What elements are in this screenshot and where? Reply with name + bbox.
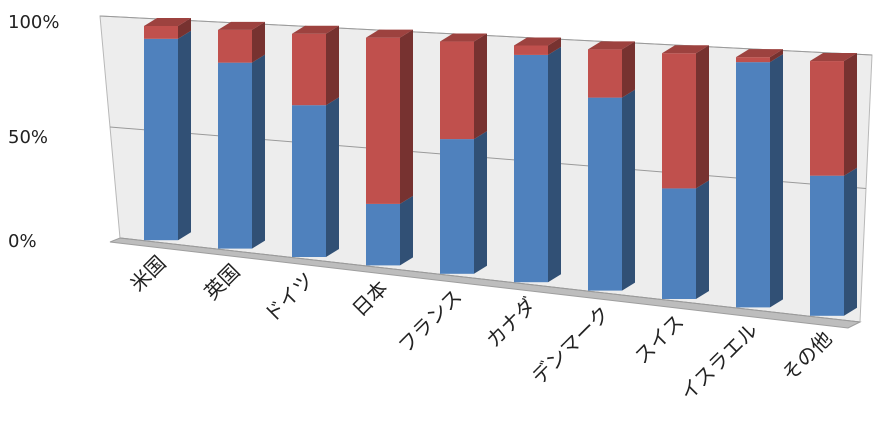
bar-front [218,29,252,63]
chart-bars [144,17,857,316]
y-axis-ticks: 0% 50% 100% [8,12,59,252]
bar-side [400,195,413,266]
x-category-label: スイス [630,310,689,369]
bar-side [696,45,709,189]
bar-front [662,188,696,299]
bar-front [440,139,474,274]
bar-side [844,53,857,176]
bar-segment [366,195,413,266]
bar-segment [736,49,783,63]
bar-front [588,49,622,98]
bar-top [736,49,783,58]
bar-front [514,45,548,55]
x-category-label: 英国 [199,259,244,304]
bar-front [810,175,844,316]
x-category-label: 米国 [125,251,170,296]
bar-side [622,89,635,291]
bar-side [326,25,339,106]
bar-top [662,45,709,54]
bar-segment [810,167,857,316]
bar-side [252,54,265,249]
bar-front [366,203,400,266]
bar-segment [144,17,191,39]
bar-front [144,25,178,39]
bar-segment [440,131,487,274]
bar-front [736,57,770,63]
bar-top [292,25,339,34]
bar-front [292,105,326,257]
bar-side [548,46,561,283]
y-tick-label: 100% [8,12,59,33]
bar-segment [292,97,339,257]
x-category-label: フランス [393,284,466,357]
bar-segment [440,33,487,140]
bar-side [770,49,783,63]
bar-side [622,41,635,98]
bar-front [440,41,474,140]
x-category-label: 日本 [347,276,392,321]
x-category-label: その他 [777,326,836,385]
bar-segment [810,53,857,176]
x-category-label: イスラエル [675,318,762,405]
y-tick-label: 50% [8,127,48,148]
bar-top [514,37,561,46]
bar-top [440,33,487,42]
bar-segment [736,54,783,308]
bar-segment [292,25,339,106]
bar-top [810,53,857,62]
bar-segment [662,180,709,299]
bar-side [326,97,339,257]
bar-front [292,33,326,106]
bar-side [844,167,857,316]
bar-segment [144,30,191,241]
x-category-label: ドイツ [259,268,318,327]
bar-front [736,62,770,308]
bar-side [770,54,783,308]
bar-segment [218,54,265,249]
bar-top [218,21,265,30]
y-tick-label: 0% [8,231,37,252]
x-category-label: カナダ [481,293,540,352]
bar-front [810,61,844,176]
bar-side [548,37,561,55]
bar-front [366,37,400,204]
bar-top [366,29,413,38]
bar-side [178,30,191,241]
bar-segment [588,41,635,98]
bar-top [144,17,191,26]
bar-side [474,131,487,274]
bar-side [474,33,487,140]
bar-side [400,29,413,204]
bar-top [588,41,635,50]
bar-segment [514,46,561,283]
x-category-label: デンマーク [527,301,615,389]
bar-front [218,62,252,249]
bar-front [514,54,548,283]
bar-segment [366,29,413,204]
bar-front [144,38,178,241]
bar-segment [588,89,635,291]
bar-side [696,180,709,299]
bar-side [178,17,191,39]
bar-segment [514,37,561,55]
bar-front [662,53,696,189]
bar-side [252,21,265,63]
gridline [119,237,861,323]
bar-segment [662,45,709,189]
bar-segment [218,21,265,63]
bar-front [588,97,622,291]
